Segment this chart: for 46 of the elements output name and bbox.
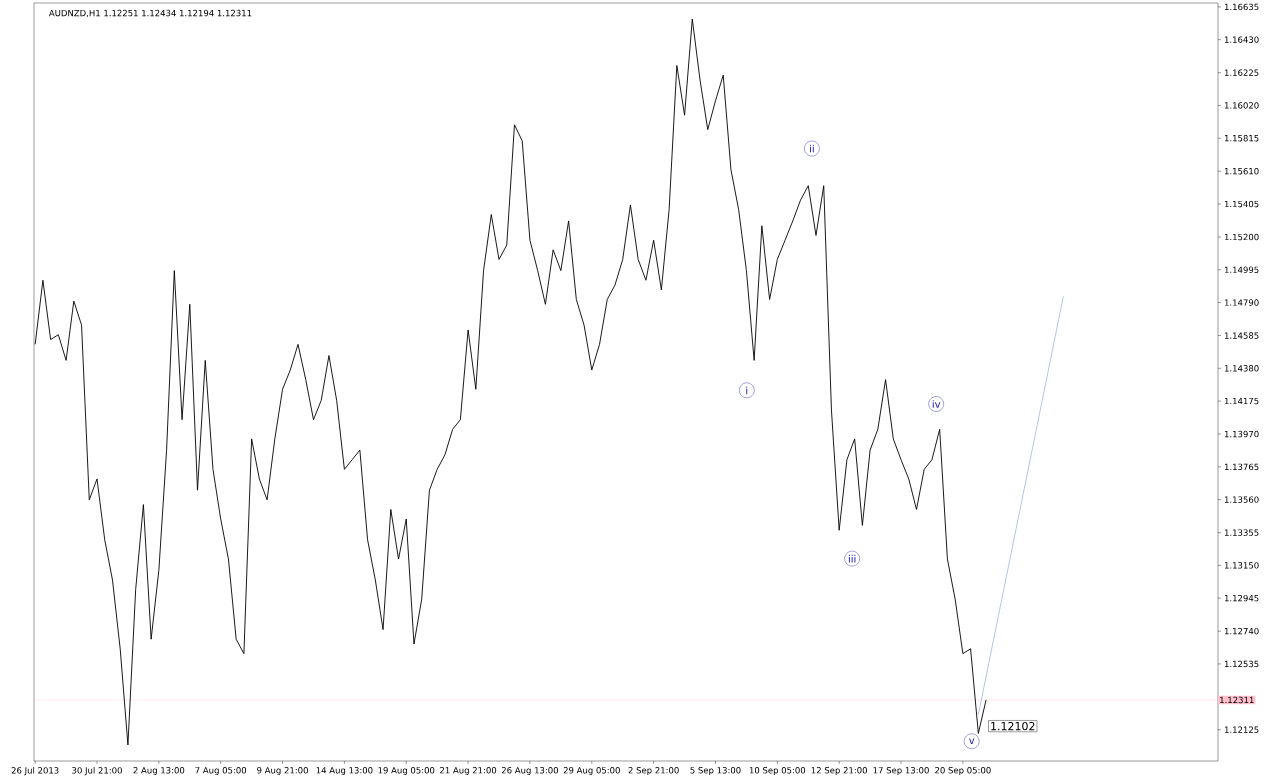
x-tick-label: 29 Aug 05:00	[563, 767, 620, 776]
y-tick-label: 1.13150	[1224, 562, 1259, 569]
y-tick-label: 1.12535	[1224, 660, 1259, 668]
x-tick-label: 21 Aug 21:00	[440, 767, 497, 776]
x-tick-label: 5 Sep 13:00	[690, 767, 741, 776]
x-tick-label: 12 Sep 21:00	[811, 767, 867, 776]
annotation: ii	[810, 144, 814, 153]
x-tick-label: 19 Aug 05:00	[378, 767, 435, 776]
y-tick-label: 1.12740	[1224, 627, 1259, 635]
y-tick-label: 1.14175	[1224, 397, 1259, 405]
y-tick-label: 1.14995	[1224, 266, 1259, 273]
annotation: 1.12102	[991, 721, 1035, 731]
x-tick-label: 17 Sep 13:00	[873, 767, 929, 776]
x-tick-label: 30 Jul 21:00	[72, 767, 122, 776]
y-tick-label: 1.15815	[1224, 135, 1259, 142]
ref-line-label: 1.12311	[1220, 696, 1254, 704]
y-tick-label: 1.15405	[1224, 200, 1259, 208]
x-tick-label: 10 Sep 05:00	[749, 767, 806, 776]
y-tick-label: 1.16430	[1224, 36, 1259, 43]
y-tick-label: 1.14380	[1224, 365, 1259, 372]
x-tick-label: 2 Sep 21:00	[628, 767, 679, 776]
y-tick-label: 1.16225	[1224, 69, 1259, 76]
y-tick-label: 1.13765	[1224, 463, 1259, 471]
y-tick-label: 1.13970	[1224, 430, 1259, 438]
y-tick-label: 1.16020	[1224, 102, 1259, 109]
y-tick-label: 1.13560	[1224, 496, 1259, 503]
x-tick-label: 9 Aug 21:00	[257, 767, 308, 776]
y-tick-label: 1.14585	[1224, 332, 1259, 339]
y-tick-label: 1.15200	[1224, 233, 1259, 241]
x-tick-label: 26 Aug 13:00	[501, 767, 559, 776]
y-tick-label: 1.16635	[1224, 3, 1259, 11]
y-tick-label: 1.14790	[1224, 299, 1259, 306]
x-tick-label: 14 Aug 13:00	[316, 767, 373, 776]
annotation: i	[746, 386, 748, 395]
x-tick-label: 20 Sep 05:00	[935, 767, 991, 776]
annotation: v	[969, 738, 975, 745]
y-tick-label: 1.12125	[1224, 726, 1259, 733]
y-tick-label: 1.12945	[1224, 594, 1259, 602]
x-tick-label: 7 Aug 05:00	[195, 767, 247, 776]
y-tick-label: 1.13355	[1224, 529, 1259, 536]
y-tick-label: 1.15610	[1224, 168, 1259, 175]
annotation: iii	[848, 554, 856, 563]
x-tick-label: 2 Aug 13:00	[133, 767, 185, 776]
text: AUDNZD,H1 1.12251 1.12434 1.12194 1.12311	[48, 9, 252, 18]
x-tick-label: 26 Jul 2013	[11, 767, 59, 776]
annotation: iv	[932, 400, 941, 408]
